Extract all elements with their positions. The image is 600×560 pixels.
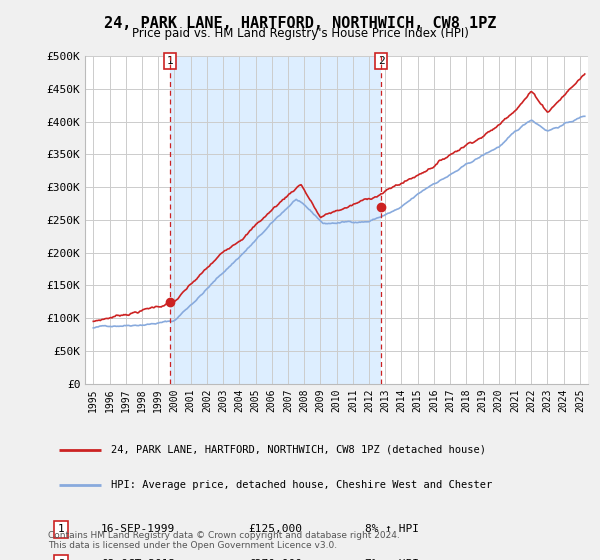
Text: £125,000: £125,000 bbox=[248, 524, 302, 534]
Text: Contains HM Land Registry data © Crown copyright and database right 2024.
This d: Contains HM Land Registry data © Crown c… bbox=[48, 531, 400, 550]
Text: 1: 1 bbox=[166, 56, 173, 66]
Text: 2: 2 bbox=[378, 56, 385, 66]
Text: 02-OCT-2012: 02-OCT-2012 bbox=[101, 559, 175, 560]
Text: Price paid vs. HM Land Registry's House Price Index (HPI): Price paid vs. HM Land Registry's House … bbox=[131, 27, 469, 40]
Bar bbox=[170, 56, 381, 384]
Text: 1: 1 bbox=[58, 524, 65, 534]
Text: 8% ↑ HPI: 8% ↑ HPI bbox=[365, 524, 419, 534]
Text: 16-SEP-1999: 16-SEP-1999 bbox=[101, 524, 175, 534]
Text: 2: 2 bbox=[58, 559, 65, 560]
Text: 24, PARK LANE, HARTFORD, NORTHWICH, CW8 1PZ (detached house): 24, PARK LANE, HARTFORD, NORTHWICH, CW8 … bbox=[112, 445, 487, 455]
Text: £270,000: £270,000 bbox=[248, 559, 302, 560]
Text: 7% ↑ HPI: 7% ↑ HPI bbox=[365, 559, 419, 560]
Text: 24, PARK LANE, HARTFORD, NORTHWICH, CW8 1PZ: 24, PARK LANE, HARTFORD, NORTHWICH, CW8 … bbox=[104, 16, 496, 31]
Text: HPI: Average price, detached house, Cheshire West and Chester: HPI: Average price, detached house, Ches… bbox=[112, 479, 493, 489]
